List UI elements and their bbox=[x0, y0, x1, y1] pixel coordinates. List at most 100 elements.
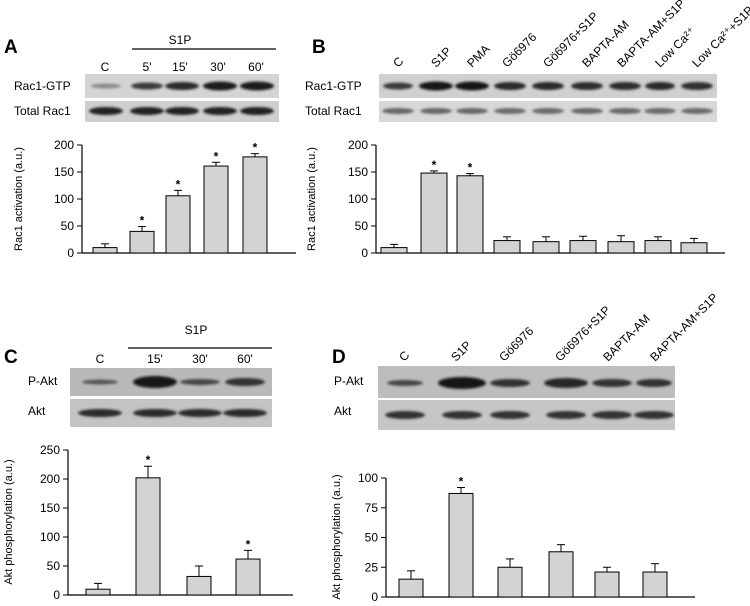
panel-b-significance-marker: * bbox=[432, 158, 437, 172]
panel-a-y-tick-label: 0 bbox=[67, 246, 74, 260]
panel-a-bar-chart: 0 50 100 150 200 Rac1 activation (a.u.) * * * * bbox=[13, 138, 296, 260]
panel-a-row-label: Rac1-GTP bbox=[14, 79, 71, 93]
panel-c-y-tick-label: 50 bbox=[47, 559, 61, 573]
panel-b-bar bbox=[380, 247, 408, 254]
panel-b-bar bbox=[532, 241, 560, 254]
panel-c-bar-chart: 0 50 100 150 200 250 Akt phosphorylation (a.u.… bbox=[3, 443, 293, 602]
panel-c-blot: S1P C 15' 30' 60' P-Akt Akt bbox=[28, 323, 272, 427]
panel-d-bar bbox=[497, 566, 523, 598]
panel-b-bar bbox=[420, 172, 448, 254]
panel-c-y-axis-label: Akt phosphorylation (a.u.) bbox=[3, 459, 15, 584]
panel-d-bar bbox=[448, 492, 474, 598]
panel-d-row-label: P-Akt bbox=[334, 374, 364, 388]
panel-c-row-label: Akt bbox=[28, 404, 46, 418]
panel-b-significance-marker: * bbox=[468, 161, 473, 175]
panel-a-significance-marker: * bbox=[214, 149, 219, 163]
panel-c-y-tick-label: 150 bbox=[40, 501, 60, 515]
panel-c-header: S1P bbox=[185, 323, 208, 337]
panel-a-bar bbox=[165, 195, 191, 254]
panel-a-bar bbox=[242, 156, 268, 254]
panel-a-lane-label: 30' bbox=[210, 60, 226, 74]
panel-a-bar bbox=[203, 165, 229, 254]
panel-b-blot: C S1P PMA Gö6976 Gö6976+S1P BAPTA-AM BAP… bbox=[305, 0, 750, 122]
panel-c-bar bbox=[186, 575, 212, 596]
panel-a-row-label: Total Rac1 bbox=[14, 104, 71, 118]
panel-d-lane-label: Gö6976 bbox=[496, 324, 536, 364]
panel-a-significance-marker: * bbox=[176, 177, 181, 191]
panel-c-bar bbox=[135, 477, 161, 596]
panel-d-blot: C S1P Gö6976 Gö6976+S1P BAPTA-AM BAPTA-A… bbox=[334, 290, 721, 430]
panel-d-bar-chart: 0 25 50 75 100 Akt phosphorylation (a.u.) * bbox=[331, 471, 695, 604]
panel-d-lane-label: BAPTA-AM bbox=[600, 311, 653, 364]
panel-c-bar bbox=[85, 588, 111, 596]
panel-c-y-tick-label: 0 bbox=[53, 588, 60, 602]
panel-b-y-axis-label: Rac1 activation (a.u.) bbox=[306, 147, 318, 251]
panel-a-bar bbox=[92, 247, 118, 254]
panel-c-significance-marker: * bbox=[146, 453, 151, 467]
panel-b-bar-chart: 0 50 100 150 200 Rac1 activation (a.u.) * * bbox=[306, 138, 725, 260]
panel-c-row-label: P-Akt bbox=[28, 374, 58, 388]
panel-d-significance-marker: * bbox=[459, 475, 464, 489]
panel-b-row-label: Total Rac1 bbox=[305, 104, 362, 118]
panel-b-bar bbox=[493, 240, 521, 254]
panel-d-bar bbox=[594, 571, 620, 598]
panel-d-row-label: Akt bbox=[334, 404, 352, 418]
panel-b-y-tick-label: 150 bbox=[348, 165, 368, 179]
panel-c-lane-label: 30' bbox=[192, 352, 208, 366]
panel-d-bar bbox=[548, 551, 574, 598]
panel-d-lane-label: BAPTA-AM+S1P bbox=[647, 290, 721, 364]
panel-label-c: C bbox=[4, 347, 18, 368]
panel-b-lane-label: Gö6976 bbox=[499, 30, 539, 70]
panel-c-lane-label: C bbox=[96, 352, 105, 366]
panel-d-y-tick-label: 50 bbox=[365, 531, 379, 545]
panel-a-significance-marker: * bbox=[140, 214, 145, 228]
panel-d-y-tick-label: 25 bbox=[365, 560, 379, 574]
panel-d-y-tick-label: 75 bbox=[365, 501, 379, 515]
panel-c-y-tick-label: 250 bbox=[40, 443, 60, 457]
panel-label-d: D bbox=[332, 347, 346, 368]
panel-a-y-tick-label: 200 bbox=[54, 138, 74, 152]
panel-b-y-tick-label: 200 bbox=[348, 138, 368, 152]
panel-d-lane-label: S1P bbox=[448, 338, 474, 364]
panel-b-bar bbox=[569, 240, 597, 254]
panel-a-y-tick-label: 50 bbox=[61, 219, 75, 233]
panel-a-y-tick-label: 100 bbox=[54, 192, 74, 206]
panel-b-lane-label: Low Ca²⁺+S1P bbox=[689, 3, 750, 70]
panel-d-y-tick-label: 100 bbox=[358, 471, 378, 485]
panel-b-lane-label: C bbox=[390, 54, 406, 70]
panel-a-y-tick-label: 150 bbox=[54, 165, 74, 179]
panel-b-bar bbox=[644, 240, 672, 254]
panel-b-y-tick-label: 100 bbox=[348, 192, 368, 206]
panel-label-a: A bbox=[4, 37, 18, 58]
panel-a-y-axis-label: Rac1 activation (a.u.) bbox=[13, 147, 25, 251]
panel-label-b: B bbox=[312, 37, 326, 58]
panel-c-significance-marker: * bbox=[246, 537, 251, 551]
panel-d-lane-label: C bbox=[396, 348, 412, 364]
panel-c-y-tick-label: 100 bbox=[40, 530, 60, 544]
panel-b-y-tick-label: 50 bbox=[355, 219, 369, 233]
panel-a-lane-label: C bbox=[101, 60, 110, 74]
panel-d-y-tick-label: 0 bbox=[371, 590, 378, 604]
panel-a-significance-marker: * bbox=[253, 141, 258, 155]
panel-c-y-tick-label: 200 bbox=[40, 472, 60, 486]
panel-c-bar bbox=[235, 558, 261, 596]
panel-a-lane-label: 60' bbox=[248, 60, 264, 74]
panel-b-row-label: Rac1-GTP bbox=[305, 79, 362, 93]
panel-c-lane-label: 60' bbox=[237, 352, 253, 366]
panel-d-bar bbox=[642, 571, 668, 598]
panel-a-lane-label: 5' bbox=[143, 60, 152, 74]
panel-c-lane-label: 15' bbox=[147, 352, 163, 366]
panel-a-header: S1P bbox=[169, 33, 192, 47]
panel-a-lane-label: 15' bbox=[172, 60, 188, 74]
panel-b-lane-label: S1P bbox=[428, 44, 454, 70]
panel-b-bar bbox=[607, 241, 635, 254]
panel-a-blot: S1P C 5' 15' 30' 60' Rac1-GTP Total Rac1 bbox=[14, 33, 279, 122]
panel-b-bar bbox=[456, 175, 484, 254]
panel-b-lane-label: PMA bbox=[464, 42, 492, 70]
panel-a-bar bbox=[129, 230, 155, 254]
panel-b-bar bbox=[680, 242, 708, 254]
panel-d-bar bbox=[398, 578, 424, 598]
panel-b-y-tick-label: 0 bbox=[361, 246, 368, 260]
panel-d-y-axis-label: Akt phosphorylation (a.u.) bbox=[331, 474, 343, 599]
